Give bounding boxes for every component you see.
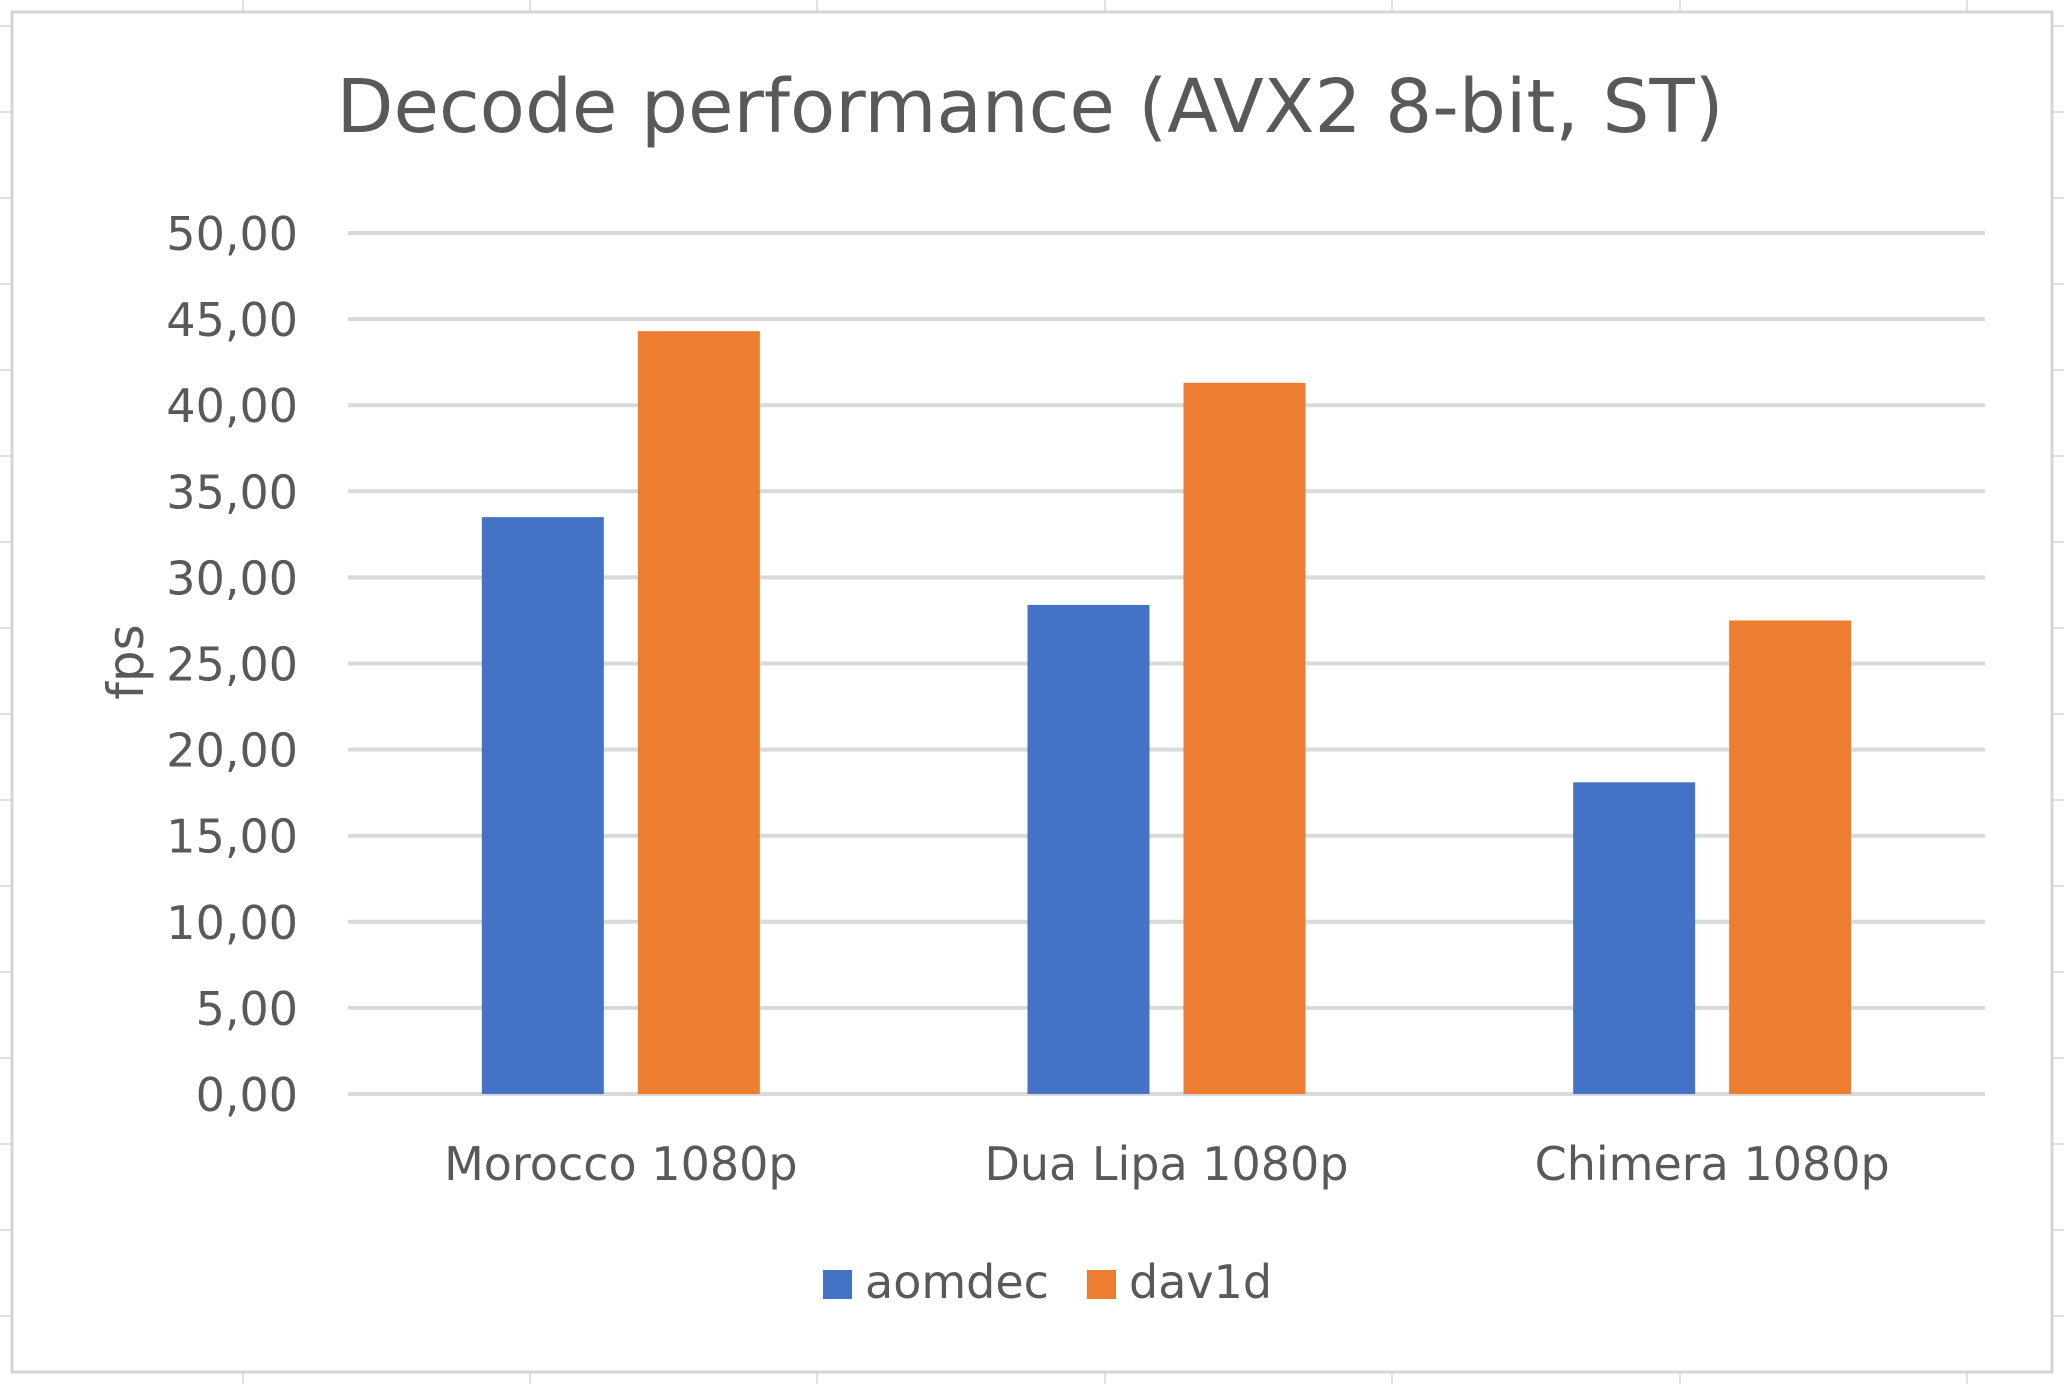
- y-tick-label: 25,00: [166, 638, 298, 692]
- bar-aomdec-2[interactable]: [1573, 782, 1695, 1094]
- x-category-label: Chimera 1080p: [1535, 1137, 1890, 1191]
- y-tick-label: 15,00: [166, 810, 298, 864]
- legend-swatch-dav1d: [1087, 1270, 1116, 1299]
- y-tick-label: 30,00: [166, 551, 298, 605]
- x-axis-category-labels: Morocco 1080p Dua Lipa 1080p Chimera 1080p: [444, 1137, 1890, 1191]
- legend-swatch-aomdec: [823, 1270, 852, 1299]
- x-category-label: Morocco 1080p: [444, 1137, 798, 1191]
- bar-aomdec-0[interactable]: [482, 517, 604, 1094]
- chart-title: Decode performance (AVX2 8-bit, ST): [336, 64, 1723, 150]
- y-tick-label: 5,00: [196, 982, 298, 1036]
- legend: aomdec dav1d: [823, 1255, 1272, 1309]
- y-tick-label: 35,00: [166, 465, 298, 519]
- bar-dav1d-0[interactable]: [638, 331, 760, 1094]
- y-tick-label: 50,00: [166, 207, 298, 261]
- y-axis-label: fps: [97, 624, 155, 699]
- x-category-label: Dua Lipa 1080p: [984, 1137, 1348, 1191]
- y-tick-label: 20,00: [166, 724, 298, 778]
- y-tick-label: 10,00: [166, 896, 298, 950]
- bar-dav1d-2[interactable]: [1729, 620, 1851, 1094]
- legend-label-aomdec: aomdec: [865, 1255, 1049, 1309]
- y-tick-label: 0,00: [196, 1068, 298, 1122]
- y-tick-label: 40,00: [166, 379, 298, 433]
- bar-dav1d-1[interactable]: [1184, 383, 1306, 1094]
- y-tick-label: 45,00: [166, 293, 298, 347]
- legend-label-dav1d: dav1d: [1129, 1255, 1272, 1309]
- bar-aomdec-1[interactable]: [1028, 605, 1150, 1094]
